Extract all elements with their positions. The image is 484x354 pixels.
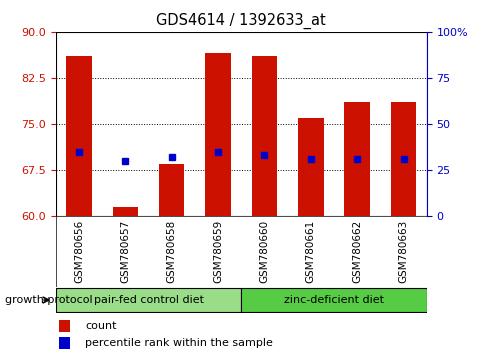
Text: growth protocol: growth protocol [5, 295, 92, 305]
Text: GSM780656: GSM780656 [74, 220, 84, 283]
Bar [60, 337, 69, 349]
Text: GSM780662: GSM780662 [351, 220, 362, 283]
Text: GSM780661: GSM780661 [305, 220, 315, 283]
Bar [205, 53, 230, 216]
Title: GDS4614 / 1392633_at: GDS4614 / 1392633_at [156, 13, 326, 29]
Text: GSM780659: GSM780659 [212, 220, 223, 283]
Bar [159, 164, 184, 216]
Text: GSM780663: GSM780663 [398, 220, 408, 283]
Text: pair-fed control diet: pair-fed control diet [93, 295, 203, 305]
Text: GSM780660: GSM780660 [259, 220, 269, 283]
Bar [112, 207, 138, 216]
Text: percentile rank within the sample: percentile rank within the sample [85, 338, 273, 348]
Bar [298, 118, 323, 216]
Bar [390, 102, 415, 216]
Bar [56, 288, 241, 312]
Bar [60, 320, 69, 332]
Text: count: count [85, 321, 117, 331]
Bar [251, 56, 277, 216]
Bar [344, 102, 369, 216]
Text: GSM780657: GSM780657 [120, 220, 130, 283]
Bar [241, 288, 426, 312]
Text: GSM780658: GSM780658 [166, 220, 176, 283]
Bar [66, 56, 91, 216]
Text: zinc-deficient diet: zinc-deficient diet [284, 295, 383, 305]
